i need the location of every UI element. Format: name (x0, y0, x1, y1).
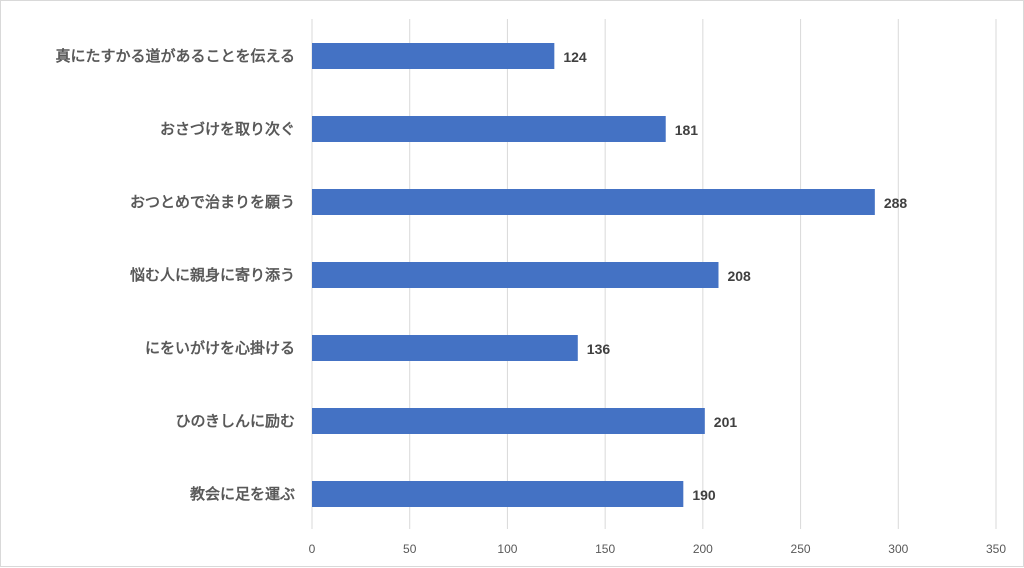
category-label-6: ひのきしんに励む (175, 412, 295, 430)
x-tick-label-150: 150 (595, 542, 615, 556)
category-labels: 真にたすかる道があることを伝えるおさづけを取り次ぐおつとめで治まりを願う悩む人に… (55, 47, 295, 503)
category-label-7: 教会に足を運ぶ (189, 485, 295, 503)
x-tick-label-350: 350 (986, 542, 1006, 556)
bar-6 (312, 408, 705, 434)
data-label-6: 201 (714, 414, 738, 430)
category-label-1: 真にたすかる道があることを伝える (55, 47, 295, 65)
x-tick-label-0: 0 (309, 542, 316, 556)
bar-4 (312, 262, 719, 288)
data-label-5: 136 (587, 341, 611, 357)
category-label-2: おさづけを取り次ぐ (160, 120, 295, 138)
bar-7 (312, 481, 684, 507)
x-tick-label-250: 250 (791, 542, 811, 556)
data-labels: 124 181 288 208 136 201 190 (563, 49, 907, 503)
data-label-3: 288 (884, 195, 908, 211)
bars (312, 43, 875, 507)
category-label-3: おつとめで治まりを願う (130, 193, 295, 211)
x-tick-label-300: 300 (888, 542, 908, 556)
data-label-2: 181 (675, 122, 699, 138)
bar-2 (312, 116, 666, 142)
data-label-1: 124 (563, 49, 587, 65)
x-axis-ticks: 0 50 100 150 200 250 300 350 (309, 542, 1007, 556)
data-label-4: 208 (727, 268, 751, 284)
x-tick-label-200: 200 (693, 542, 713, 556)
category-label-5: にをいがけを心掛ける (145, 339, 295, 357)
x-tick-label-50: 50 (403, 542, 417, 556)
bar-1 (312, 43, 555, 69)
bar-3 (312, 189, 875, 215)
category-label-4: 悩む人に親身に寄り添う (129, 266, 295, 284)
data-label-7: 190 (692, 487, 716, 503)
x-tick-label-100: 100 (497, 542, 517, 556)
bar-5 (312, 335, 578, 361)
